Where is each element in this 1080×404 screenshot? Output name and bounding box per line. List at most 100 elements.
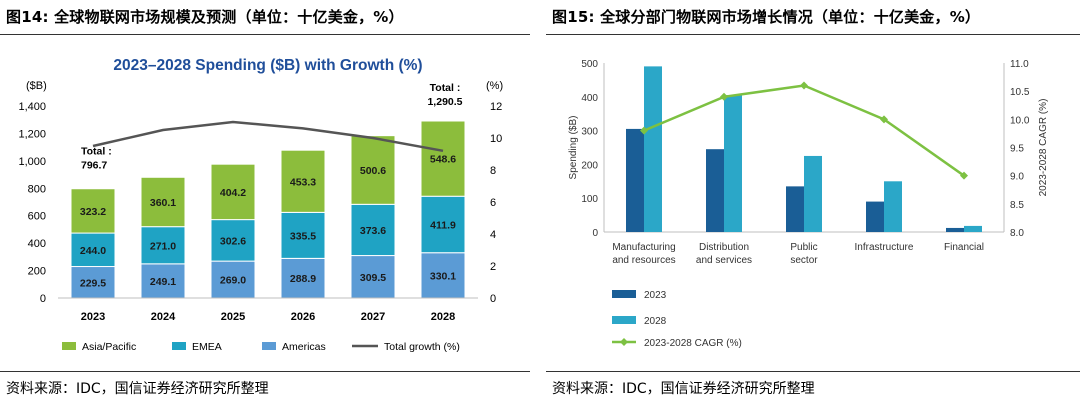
x-tick-label: 2027 xyxy=(361,311,385,323)
data-label-asia-pacific: 360.1 xyxy=(150,197,176,209)
total-annotation-label: Total : xyxy=(430,82,461,94)
bar-americas-2024 xyxy=(140,263,186,299)
y-tick-label: 200 xyxy=(28,266,46,278)
x-tick-label: 2026 xyxy=(291,311,315,323)
bar-emea-2027 xyxy=(350,203,396,257)
y-tick-label: 1,400 xyxy=(18,101,46,113)
y2-tick-label: 12 xyxy=(490,101,502,113)
y-tick-label: 200 xyxy=(581,160,598,171)
data-label-emea: 373.6 xyxy=(360,225,386,237)
bar-americas-2028 xyxy=(420,252,466,299)
total-annotation-label: Total : xyxy=(81,146,112,158)
y2-tick-label: 8.0 xyxy=(1010,228,1024,239)
figure-14-title: 图14: 全球物联网市场规模及预测（单位：十亿美金，%） xyxy=(6,8,404,26)
y2-tick-label: 6 xyxy=(490,197,496,209)
bar-asia-pacific-2024 xyxy=(140,176,186,228)
cagr-point xyxy=(960,171,968,180)
bar-2023-infrastructure xyxy=(866,201,884,232)
cagr-point xyxy=(640,126,648,135)
x-tick-label: Manufacturing xyxy=(612,242,675,253)
data-label-americas: 269.0 xyxy=(220,275,246,287)
bar-emea-2026 xyxy=(280,211,326,259)
bar-2028-manufacturing-and-resources xyxy=(644,66,662,232)
data-label-asia-pacific: 500.6 xyxy=(360,165,386,177)
y-tick-label: 800 xyxy=(28,183,46,195)
data-label-emea: 302.6 xyxy=(220,235,246,247)
figure-14-bottom-rule xyxy=(0,371,530,372)
bar-2028-infrastructure xyxy=(884,181,902,232)
bar-2028-financial xyxy=(964,225,982,232)
data-label-asia-pacific: 453.3 xyxy=(290,176,316,188)
x-tick-label: 2028 xyxy=(431,311,455,323)
data-label-emea: 271.0 xyxy=(150,240,176,252)
total-annotation-value: 796.7 xyxy=(81,160,107,172)
cagr-point xyxy=(800,81,808,90)
cagr-point xyxy=(880,115,888,124)
data-label-americas: 249.1 xyxy=(150,276,176,288)
legend-swatch-2028 xyxy=(612,316,636,324)
x-tick-label: Infrastructure xyxy=(855,242,914,253)
y2-tick-label: 8.5 xyxy=(1010,200,1024,211)
y2-tick-label: 10 xyxy=(490,133,502,145)
bar-2023-distribution-and-services xyxy=(706,149,724,232)
y2-axis-label: (%) xyxy=(486,80,503,92)
y-tick-label: 1,000 xyxy=(18,156,46,168)
total-growth-line xyxy=(92,120,444,153)
legend-label-cagr: 2023-2028 CAGR (%) xyxy=(644,338,742,349)
y-tick-label: 400 xyxy=(581,93,598,104)
legend-label-asia-pacific: Asia/Pacific xyxy=(82,341,136,353)
data-label-americas: 288.9 xyxy=(290,273,316,285)
y-tick-label: 100 xyxy=(581,194,598,205)
bar-2023-public-sector xyxy=(786,186,804,232)
y-tick-label: 1,200 xyxy=(18,128,46,140)
y2-axis-label: 2023-2028 CAGR (%) xyxy=(1038,99,1049,197)
y2-tick-label: 10.0 xyxy=(1010,115,1030,126)
x-tick-label: Public xyxy=(790,242,817,253)
legend-label-total-growth: Total growth (%) xyxy=(384,341,460,353)
y-tick-label: 300 xyxy=(581,127,598,138)
total-annotation-value: 1,290.5 xyxy=(427,96,462,108)
figure-15-panel: 图15: 全球分部门物联网市场增长情况（单位：十亿美金，%） 0 100 200 30… xyxy=(546,0,1080,404)
cagr-point xyxy=(720,92,728,101)
x-tick-label: Distribution xyxy=(699,242,749,253)
data-label-emea: 335.5 xyxy=(290,230,316,242)
legend-swatch-2023 xyxy=(612,290,636,298)
figure-15-top-rule xyxy=(546,34,1080,35)
y2-tick-label: 10.5 xyxy=(1010,87,1030,98)
data-label-asia-pacific: 548.6 xyxy=(430,154,456,166)
figure-14-top-rule xyxy=(0,34,530,35)
data-label-emea: 244.0 xyxy=(80,245,106,257)
y2-tick-label: 0 xyxy=(490,293,496,305)
y-tick-label: 0 xyxy=(592,228,598,239)
x-tick-label: and resources xyxy=(612,255,675,266)
data-label-americas: 330.1 xyxy=(430,270,456,282)
bar-2023-manufacturing-and-resources xyxy=(626,128,644,232)
x-tick-label: 2023 xyxy=(81,311,105,323)
legend-swatch-americas xyxy=(262,342,276,350)
x-tick-label: sector xyxy=(790,255,818,266)
iot-spending-stacked-chart: 2023–2028 Spending ($B) with Growth (%) (… xyxy=(18,57,503,353)
bar-asia-pacific-2023 xyxy=(70,188,116,234)
iot-segment-growth-chart: 0 100 200 300 400 500 8.0 8.5 9.0 9.5 10.0 10.5 11.0… xyxy=(568,59,1049,349)
legend-label-2028: 2028 xyxy=(644,316,667,327)
legend-swatch-asia-pacific xyxy=(62,342,76,350)
bar-americas-2026 xyxy=(280,257,326,299)
y-axis-label: ($B) xyxy=(26,80,47,92)
y-tick-label: 0 xyxy=(40,293,46,305)
y2-tick-label: 9.5 xyxy=(1010,144,1024,155)
bar-asia-pacific-2025 xyxy=(210,163,256,221)
bar-2028-distribution-and-services xyxy=(724,95,742,232)
legend-marker-cagr xyxy=(620,338,628,346)
legend-label-emea: EMEA xyxy=(192,341,222,353)
bar-asia-pacific-2026 xyxy=(280,149,326,213)
figure-14-panel: 图14: 全球物联网市场规模及预测（单位：十亿美金，%） 2023–2028 S… xyxy=(0,0,530,404)
y2-tick-label: 11.0 xyxy=(1010,59,1029,70)
x-tick-label: and services xyxy=(696,255,752,266)
y2-tick-label: 9.0 xyxy=(1010,172,1024,183)
y-tick-label: 400 xyxy=(28,238,46,250)
bar-emea-2023 xyxy=(70,232,116,268)
y2-tick-label: 8 xyxy=(490,165,496,177)
y-tick-label: 600 xyxy=(28,211,46,223)
data-label-asia-pacific: 404.2 xyxy=(220,187,246,199)
bar-emea-2028 xyxy=(420,195,466,254)
